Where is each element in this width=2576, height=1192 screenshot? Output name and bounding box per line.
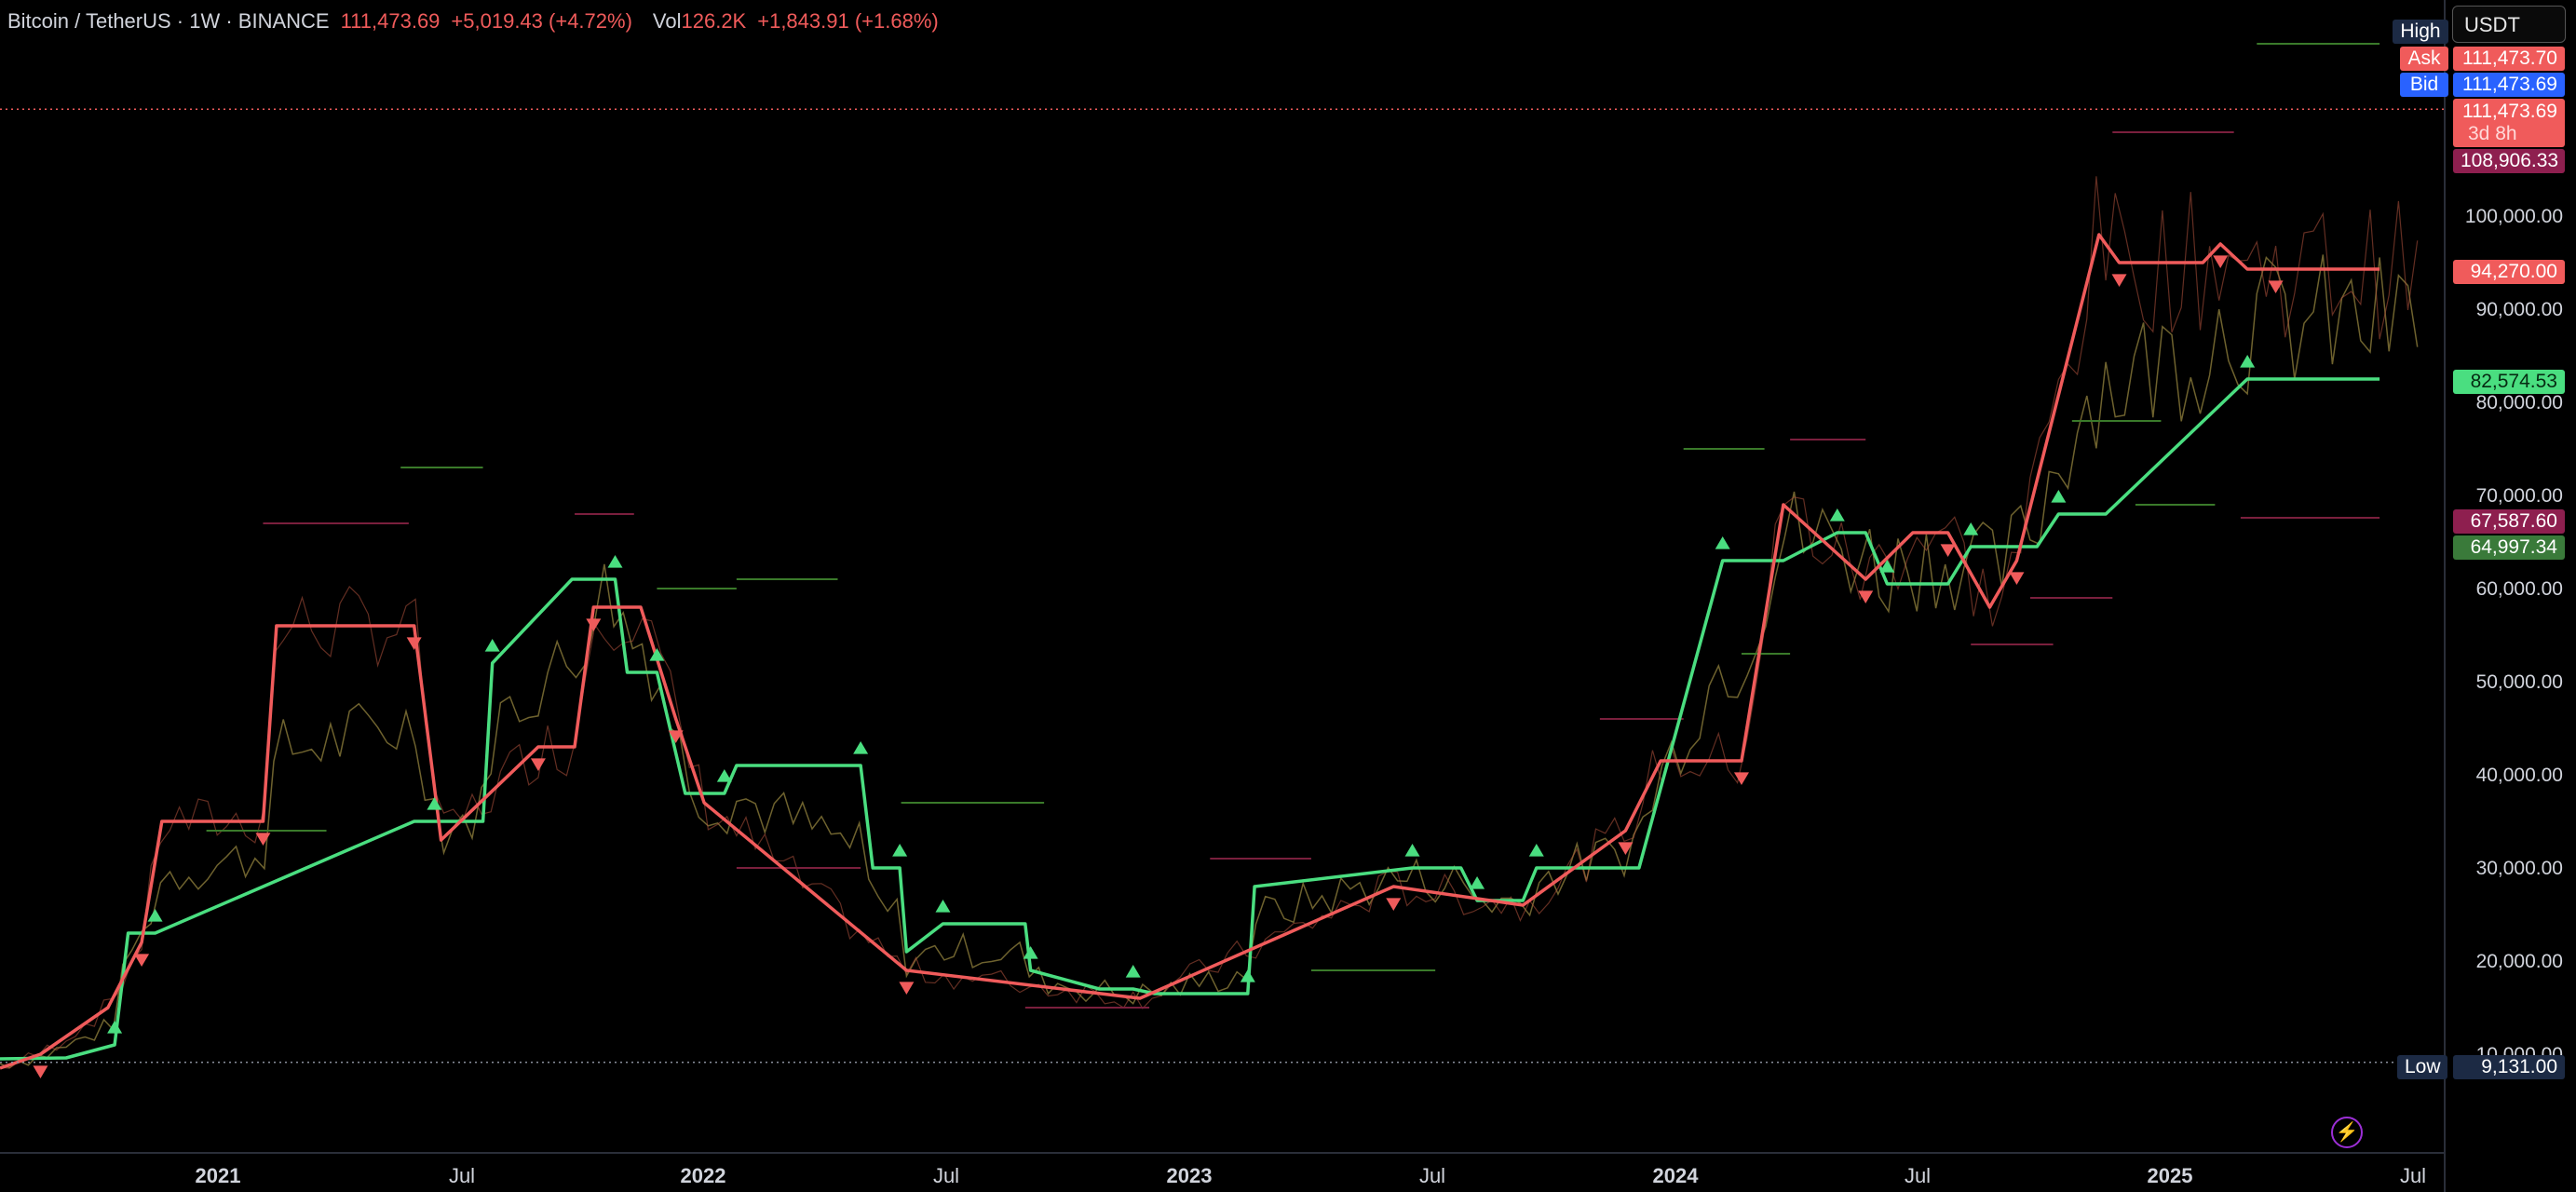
close-line-olive bbox=[0, 254, 2419, 1069]
x-tick-jul-2021: Jul bbox=[448, 1164, 476, 1187]
ask-label: Ask bbox=[2400, 47, 2448, 71]
buy-marker-30 bbox=[1470, 876, 1485, 889]
buy-marker-36 bbox=[1829, 508, 1845, 522]
buy-marker-44 bbox=[2240, 355, 2256, 368]
sell-marker-21 bbox=[1733, 772, 1749, 785]
x-tick-jul-2025: Jul bbox=[2399, 1164, 2427, 1187]
last-price: 111,473.69 bbox=[340, 9, 441, 33]
ask-price-tag: 111,473.70 bbox=[2453, 47, 2565, 71]
buy-marker-10 bbox=[607, 555, 623, 568]
sell-marker-1 bbox=[33, 1065, 48, 1078]
buy-marker-28 bbox=[1404, 844, 1420, 857]
sell-marker-29 bbox=[2111, 274, 2127, 287]
series-line-down bbox=[0, 233, 2380, 1070]
sell-marker-25 bbox=[1940, 544, 1956, 557]
sell-marker-11 bbox=[586, 618, 602, 631]
bar-countdown: 3d 8h bbox=[2468, 123, 2517, 144]
buy-marker-32 bbox=[1528, 844, 1544, 857]
buy-marker-40 bbox=[1963, 522, 1979, 535]
x-tick-2025: 2025 bbox=[2147, 1164, 2193, 1187]
buy-marker-38 bbox=[1879, 560, 1895, 573]
y-tick-30000: 30,000.00 bbox=[2475, 858, 2563, 879]
high-label: High bbox=[2393, 20, 2448, 44]
buy-marker-14 bbox=[716, 769, 732, 782]
buy-marker-16 bbox=[853, 741, 869, 754]
x-tick-jul-2022: Jul bbox=[932, 1164, 960, 1187]
series-line-up bbox=[0, 377, 2380, 1061]
low-price-tag: 9,131.00 bbox=[2453, 1055, 2565, 1079]
volume-value: 126.2K bbox=[681, 9, 747, 33]
y-tick-60000: 60,000.00 bbox=[2475, 578, 2563, 600]
sell-marker-17 bbox=[1386, 898, 1402, 911]
lightning-icon[interactable]: ⚡ bbox=[2331, 1117, 2363, 1148]
x-tick-2022: 2022 bbox=[680, 1164, 726, 1187]
buy-marker-4 bbox=[147, 909, 163, 922]
sell-marker-15 bbox=[899, 982, 915, 995]
buy-marker-6 bbox=[427, 797, 442, 810]
sell-marker-9 bbox=[530, 758, 546, 771]
volume-change: +1,843.91 (+1.68%) bbox=[757, 9, 939, 33]
buy-marker-24 bbox=[1125, 965, 1141, 978]
chart-header: Bitcoin / TetherUS · 1W · BINANCE 111,47… bbox=[7, 9, 939, 34]
y-tick-40000: 40,000.00 bbox=[2475, 765, 2563, 786]
y-tick-50000: 50,000.00 bbox=[2475, 671, 2563, 693]
buy-marker-20 bbox=[935, 900, 951, 913]
y-tick-100000: 100,000.00 bbox=[2464, 206, 2563, 227]
price-change: +5,019.43 (+4.72%) bbox=[451, 9, 632, 33]
bid-price-tag: 111,473.69 bbox=[2453, 73, 2565, 97]
buy-marker-42 bbox=[2051, 490, 2067, 503]
sell-marker-19 bbox=[1618, 842, 1634, 855]
last-price-tag: 111,473.69 3d 8h bbox=[2453, 99, 2565, 147]
buy-marker-18 bbox=[892, 844, 908, 857]
sell-marker-13 bbox=[668, 730, 684, 743]
buy-marker-22 bbox=[1023, 946, 1038, 959]
x-tick-jul-2023: Jul bbox=[1418, 1164, 1446, 1187]
sell-marker-7 bbox=[406, 637, 422, 650]
level-tag-3: 82,574.53 bbox=[2453, 370, 2565, 394]
y-tick-70000: 70,000.00 bbox=[2475, 485, 2563, 507]
x-tick-2021: 2021 bbox=[195, 1164, 241, 1187]
y-tick-80000: 80,000.00 bbox=[2475, 392, 2563, 413]
buy-marker-8 bbox=[484, 639, 500, 652]
symbol-title[interactable]: Bitcoin / TetherUS · 1W · BINANCE bbox=[7, 9, 330, 33]
sell-marker-33 bbox=[2268, 280, 2284, 293]
buy-marker-2 bbox=[107, 1021, 123, 1034]
sell-marker-23 bbox=[1858, 590, 1874, 603]
level-tag-2: 94,270.00 bbox=[2453, 260, 2565, 284]
x-tick-2023: 2023 bbox=[1166, 1164, 1213, 1187]
y-tick-90000: 90,000.00 bbox=[2475, 299, 2563, 320]
last-price-value: 111,473.69 bbox=[2462, 101, 2557, 122]
bid-label: Bid bbox=[2400, 73, 2448, 97]
sell-marker-31 bbox=[2213, 255, 2229, 268]
level-tag-4: 67,587.60 bbox=[2453, 509, 2565, 534]
currency-button[interactable]: USDT bbox=[2452, 6, 2566, 43]
x-tick-jul-2024: Jul bbox=[1904, 1164, 1932, 1187]
close-line-rust bbox=[0, 176, 2419, 1069]
sell-marker-27 bbox=[2009, 572, 2025, 585]
x-tick-2024: 2024 bbox=[1652, 1164, 1699, 1187]
volume-label: Vol126.2K bbox=[652, 9, 747, 33]
sell-marker-3 bbox=[134, 954, 150, 967]
buy-marker-12 bbox=[649, 648, 665, 661]
buy-marker-26 bbox=[1240, 969, 1255, 982]
buy-marker-34 bbox=[1715, 536, 1730, 549]
sell-marker-5 bbox=[255, 833, 271, 846]
y-tick-20000: 20,000.00 bbox=[2475, 951, 2563, 972]
low-label: Low bbox=[2397, 1055, 2447, 1079]
level-tag-1: 108,906.33 bbox=[2453, 149, 2565, 173]
level-tag-5: 64,997.34 bbox=[2453, 535, 2565, 560]
